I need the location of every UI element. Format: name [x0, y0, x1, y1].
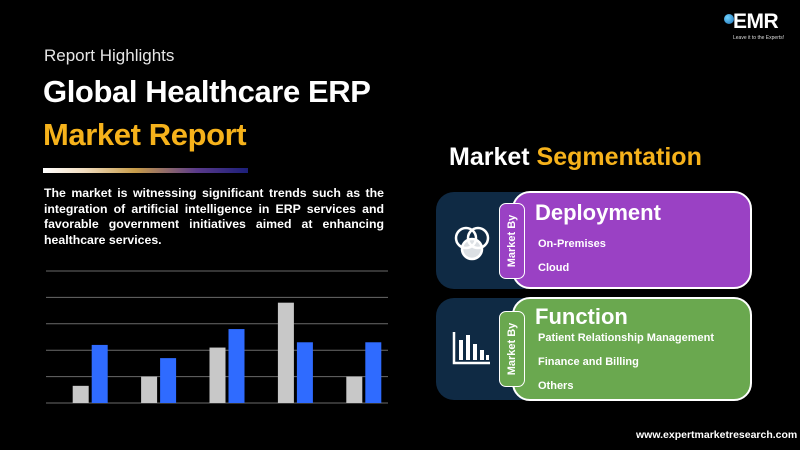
function-item-patient-relationship: Patient Relationship Management [538, 332, 715, 344]
function-heading: Function [535, 304, 628, 329]
chart-bar-series2-1 [91, 344, 108, 403]
globe-icon [724, 14, 734, 24]
deployment-item-cloud: Cloud [538, 262, 570, 274]
logo-tagline: Leave it to the Experts! [733, 35, 785, 41]
chart-bar-series1-1 [72, 385, 89, 403]
venn-circles-icon [454, 226, 490, 261]
deployment-heading: Deployment [535, 200, 661, 225]
chart-bar-series1-2 [141, 376, 158, 403]
chart-bar-series1-5 [346, 376, 363, 403]
deployment-item-on-premises: On-Premises [538, 238, 606, 250]
function-market-by-label: Market By [506, 322, 518, 376]
function-panel [512, 297, 752, 401]
chart-bar-series2-4 [296, 342, 313, 403]
function-market-by-tab: Market By [499, 311, 525, 387]
chart-bar-series2-5 [365, 342, 382, 403]
bar-chart [46, 270, 388, 404]
deployment-market-by-tab: Market By [499, 203, 525, 279]
segmentation-title: Market Segmentation [449, 143, 702, 172]
logo-text: EMR [733, 10, 779, 33]
segmentation-title-market: Market [449, 143, 530, 171]
chart-bar-series1-4 [277, 302, 294, 403]
market-description: The market is witnessing significant tre… [44, 186, 384, 247]
emr-logo: EMR Leave it to the Experts! [724, 8, 784, 48]
footer-url: www.expertmarketresearch.com [636, 429, 798, 441]
segmentation-title-segmentation: Segmentation [536, 143, 702, 171]
function-item-finance-billing: Finance and Billing [538, 356, 639, 368]
bar-chart-icon [452, 332, 490, 365]
report-eyebrow: Report Highlights [44, 46, 175, 65]
deployment-market-by-label: Market By [506, 214, 518, 268]
report-title-line1: Global Healthcare ERP [43, 74, 371, 109]
deployment-panel [512, 191, 752, 289]
chart-bar-series2-2 [160, 358, 177, 403]
chart-bar-series2-3 [228, 329, 245, 403]
report-title-line2: Market Report [43, 117, 247, 152]
title-underline [43, 168, 248, 173]
chart-bar-series1-3 [209, 347, 226, 403]
function-item-others: Others [538, 380, 574, 392]
